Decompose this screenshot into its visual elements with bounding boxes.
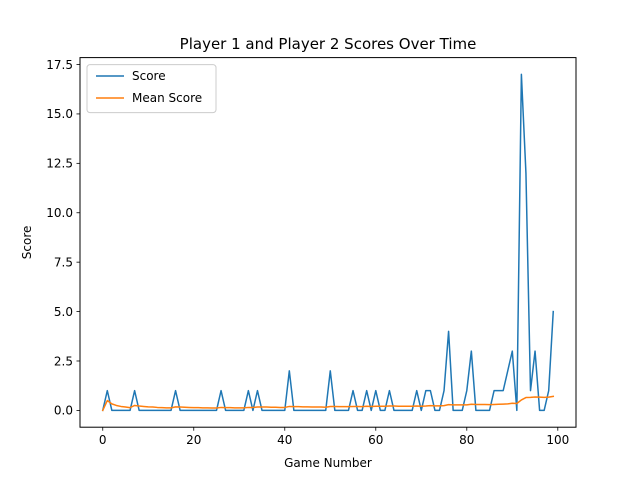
x-tick-label: 100 <box>546 433 569 447</box>
x-tick-label: 80 <box>459 433 474 447</box>
y-axis: 0.0 2.5 5.0 7.5 10.0 12.5 15.0 17.5 <box>46 58 80 418</box>
y-tick-label: 5.0 <box>54 305 73 319</box>
axes-frame <box>79 57 577 428</box>
x-axis-label: Game Number <box>284 456 372 470</box>
plot-lines <box>101 73 555 412</box>
y-tick-label: 15.0 <box>46 107 73 121</box>
series-line-mean-score <box>101 395 555 412</box>
legend: Score Mean Score <box>86 64 217 114</box>
y-tick-label: 12.5 <box>46 157 73 171</box>
y-tick-label: 7.5 <box>54 255 73 269</box>
series-line-score <box>101 73 555 412</box>
x-tick-label: 40 <box>277 433 292 447</box>
y-axis-label: Score <box>20 226 34 260</box>
x-axis: 0 20 40 60 80 100 <box>99 427 569 447</box>
y-tick-label: 0.0 <box>54 404 73 418</box>
legend-label-mean-score: Mean Score <box>132 91 202 105</box>
x-tick-label: 60 <box>368 433 383 447</box>
x-tick-label: 0 <box>99 433 107 447</box>
legend-label-score: Score <box>132 69 166 83</box>
chart-title: Player 1 and Player 2 Scores Over Time <box>180 35 477 53</box>
y-tick-label: 10.0 <box>46 206 73 220</box>
y-tick-label: 2.5 <box>54 354 73 368</box>
x-tick-label: 20 <box>186 433 201 447</box>
y-tick-label: 17.5 <box>46 58 73 72</box>
